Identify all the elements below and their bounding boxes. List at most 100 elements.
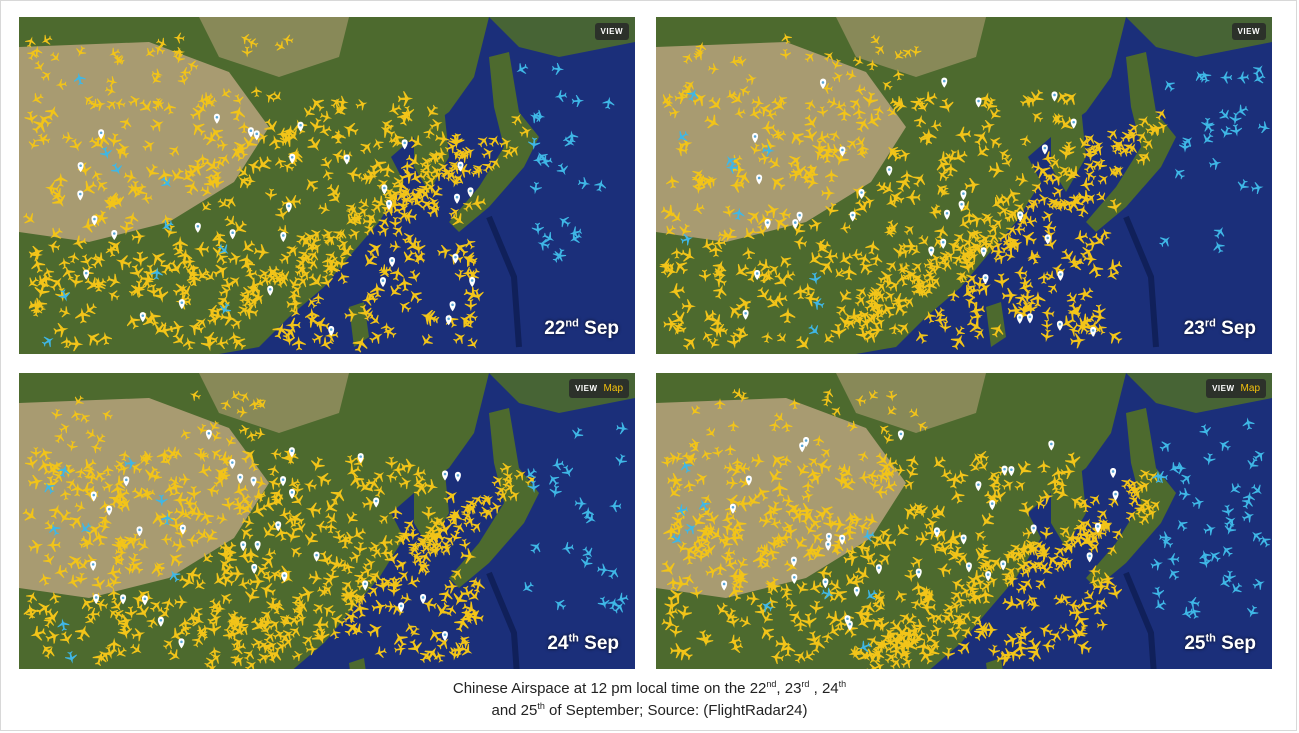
plane-icon[interactable] <box>105 191 122 208</box>
plane-icon[interactable] <box>900 45 915 60</box>
plane-icon[interactable] <box>1250 62 1267 79</box>
plane-icon[interactable] <box>1011 199 1028 216</box>
plane-icon[interactable] <box>856 257 876 277</box>
plane-icon[interactable] <box>807 216 824 233</box>
plane-icon[interactable] <box>365 582 382 599</box>
plane-icon[interactable] <box>835 618 848 631</box>
location-pin-icon[interactable] <box>381 184 388 195</box>
plane-icon[interactable] <box>1154 119 1170 135</box>
plane-icon[interactable] <box>470 577 487 594</box>
plane-icon[interactable] <box>705 94 726 115</box>
plane-icon[interactable] <box>1090 308 1108 325</box>
plane-icon[interactable] <box>1211 239 1227 255</box>
plane-icon[interactable] <box>990 244 1005 259</box>
plane-icon[interactable] <box>720 226 739 245</box>
plane-icon[interactable] <box>427 183 446 202</box>
plane-icon[interactable] <box>925 609 941 625</box>
plane-icon[interactable] <box>960 245 976 261</box>
location-pin-icon[interactable] <box>285 202 292 213</box>
plane-icon[interactable] <box>855 146 869 160</box>
plane-icon[interactable] <box>890 295 906 311</box>
plane-icon[interactable] <box>973 276 988 291</box>
plane-icon[interactable] <box>191 577 208 594</box>
plane-icon[interactable] <box>879 77 894 92</box>
plane-icon[interactable] <box>866 286 882 302</box>
location-pin-icon[interactable] <box>205 429 212 440</box>
location-pin-icon[interactable] <box>280 476 287 487</box>
plane-icon[interactable] <box>1199 131 1216 148</box>
plane-icon[interactable] <box>354 572 370 588</box>
plane-icon[interactable] <box>919 599 936 616</box>
plane-icon[interactable] <box>309 233 322 247</box>
plane-icon[interactable] <box>771 127 788 144</box>
plane-icon[interactable] <box>1003 222 1020 239</box>
plane-icon[interactable] <box>772 291 789 307</box>
plane-icon[interactable] <box>666 576 680 590</box>
plane-icon[interactable] <box>1074 637 1094 657</box>
plane-icon[interactable] <box>731 162 746 177</box>
plane-icon[interactable] <box>890 628 907 645</box>
location-pin-icon[interactable] <box>819 78 826 89</box>
plane-icon[interactable] <box>764 580 781 597</box>
plane-icon[interactable] <box>423 102 442 121</box>
plane-icon[interactable] <box>197 450 209 462</box>
plane-icon[interactable] <box>264 270 281 287</box>
plane-icon[interactable] <box>988 161 1006 179</box>
plane-icon[interactable] <box>950 251 967 268</box>
plane-icon[interactable] <box>421 643 442 664</box>
plane-icon[interactable] <box>859 599 878 618</box>
plane-icon[interactable] <box>1161 77 1178 94</box>
plane-icon[interactable] <box>692 181 706 195</box>
plane-icon[interactable] <box>323 510 341 528</box>
plane-icon[interactable] <box>853 134 869 150</box>
plane-icon[interactable] <box>865 294 879 309</box>
plane-icon[interactable] <box>452 145 469 162</box>
plane-icon[interactable] <box>823 249 839 265</box>
plane-icon[interactable] <box>704 522 717 535</box>
plane-icon[interactable] <box>885 638 902 655</box>
plane-icon[interactable] <box>270 272 287 288</box>
plane-icon[interactable] <box>532 109 546 123</box>
location-pin-icon[interactable] <box>141 595 148 606</box>
plane-icon[interactable] <box>551 596 568 613</box>
plane-icon[interactable] <box>1140 135 1157 152</box>
plane-icon[interactable] <box>111 553 127 568</box>
plane-icon[interactable] <box>228 315 245 332</box>
plane-icon[interactable] <box>189 603 206 620</box>
plane-icon[interactable] <box>722 205 736 219</box>
plane-icon[interactable] <box>50 468 67 485</box>
plane-icon[interactable] <box>57 463 72 478</box>
plane-icon[interactable] <box>228 144 247 164</box>
plane-icon[interactable] <box>252 394 267 409</box>
plane-icon[interactable] <box>868 33 883 48</box>
plane-icon[interactable] <box>982 622 999 638</box>
plane-icon[interactable] <box>836 249 856 268</box>
plane-icon[interactable] <box>395 567 412 584</box>
plane-icon[interactable] <box>438 165 455 182</box>
plane-icon[interactable] <box>318 273 335 290</box>
plane-icon[interactable] <box>173 504 191 522</box>
plane-icon[interactable] <box>873 450 893 470</box>
plane-icon[interactable] <box>203 330 219 346</box>
plane-icon[interactable] <box>785 599 798 612</box>
plane-icon[interactable] <box>52 321 69 338</box>
plane-icon[interactable] <box>569 426 585 442</box>
plane-icon[interactable] <box>393 557 409 573</box>
plane-icon[interactable] <box>852 196 873 217</box>
plane-icon[interactable] <box>548 485 562 499</box>
plane-icon[interactable] <box>450 171 467 188</box>
plane-icon[interactable] <box>283 512 300 529</box>
plane-icon[interactable] <box>100 408 115 422</box>
plane-icon[interactable] <box>1132 502 1149 519</box>
plane-icon[interactable] <box>342 531 357 545</box>
plane-icon[interactable] <box>460 585 476 601</box>
plane-icon[interactable] <box>77 535 94 552</box>
plane-icon[interactable] <box>965 590 982 607</box>
plane-icon[interactable] <box>1081 145 1097 161</box>
plane-icon[interactable] <box>1216 437 1233 454</box>
plane-icon[interactable] <box>53 564 70 580</box>
plane-icon[interactable] <box>74 307 91 324</box>
plane-icon[interactable] <box>289 491 307 509</box>
location-pin-icon[interactable] <box>839 534 846 545</box>
plane-icon[interactable] <box>811 145 829 162</box>
